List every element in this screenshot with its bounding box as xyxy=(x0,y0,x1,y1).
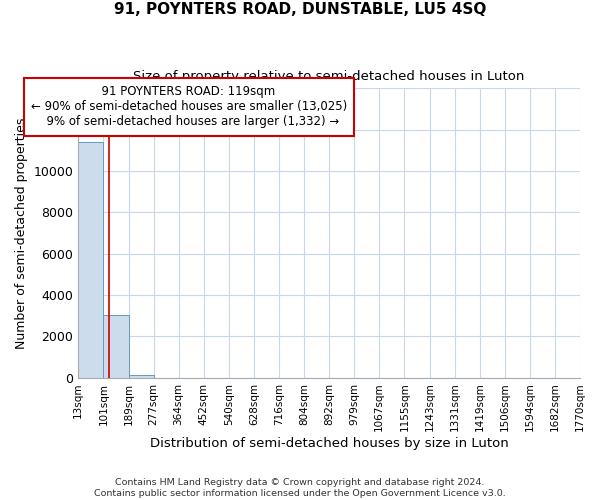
Bar xyxy=(103,315,128,378)
Text: 91, POYNTERS ROAD, DUNSTABLE, LU5 4SQ: 91, POYNTERS ROAD, DUNSTABLE, LU5 4SQ xyxy=(114,2,486,18)
X-axis label: Distribution of semi-detached houses by size in Luton: Distribution of semi-detached houses by … xyxy=(150,437,509,450)
Title: Size of property relative to semi-detached houses in Luton: Size of property relative to semi-detach… xyxy=(133,70,525,83)
Y-axis label: Number of semi-detached properties: Number of semi-detached properties xyxy=(15,118,28,349)
Bar xyxy=(128,374,154,378)
Bar xyxy=(78,142,103,378)
Text: Contains HM Land Registry data © Crown copyright and database right 2024.
Contai: Contains HM Land Registry data © Crown c… xyxy=(94,478,506,498)
Text: 91 POYNTERS ROAD: 119sqm  
← 90% of semi-detached houses are smaller (13,025)
  : 91 POYNTERS ROAD: 119sqm ← 90% of semi-d… xyxy=(31,86,347,128)
